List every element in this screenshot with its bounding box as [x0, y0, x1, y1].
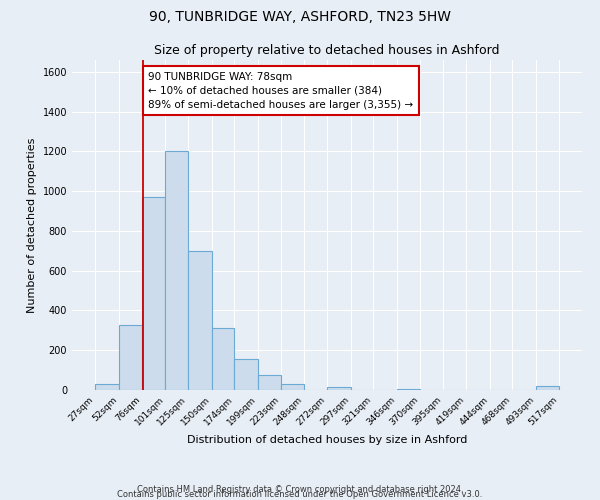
Bar	[258, 375, 281, 390]
Bar	[212, 328, 234, 390]
Bar	[95, 384, 119, 390]
Text: Contains HM Land Registry data © Crown copyright and database right 2024.: Contains HM Land Registry data © Crown c…	[137, 485, 463, 494]
Bar	[165, 152, 188, 390]
Bar	[536, 386, 559, 390]
Bar	[327, 387, 350, 390]
Bar	[188, 251, 212, 390]
Title: Size of property relative to detached houses in Ashford: Size of property relative to detached ho…	[154, 44, 500, 58]
Bar	[119, 326, 142, 390]
Bar	[281, 384, 304, 390]
Bar	[234, 359, 258, 390]
Text: 90, TUNBRIDGE WAY, ASHFORD, TN23 5HW: 90, TUNBRIDGE WAY, ASHFORD, TN23 5HW	[149, 10, 451, 24]
Bar	[142, 197, 165, 390]
Y-axis label: Number of detached properties: Number of detached properties	[27, 138, 37, 312]
X-axis label: Distribution of detached houses by size in Ashford: Distribution of detached houses by size …	[187, 436, 467, 446]
Text: Contains public sector information licensed under the Open Government Licence v3: Contains public sector information licen…	[118, 490, 482, 499]
Text: 90 TUNBRIDGE WAY: 78sqm
← 10% of detached houses are smaller (384)
89% of semi-d: 90 TUNBRIDGE WAY: 78sqm ← 10% of detache…	[149, 72, 413, 110]
Bar	[397, 389, 420, 390]
